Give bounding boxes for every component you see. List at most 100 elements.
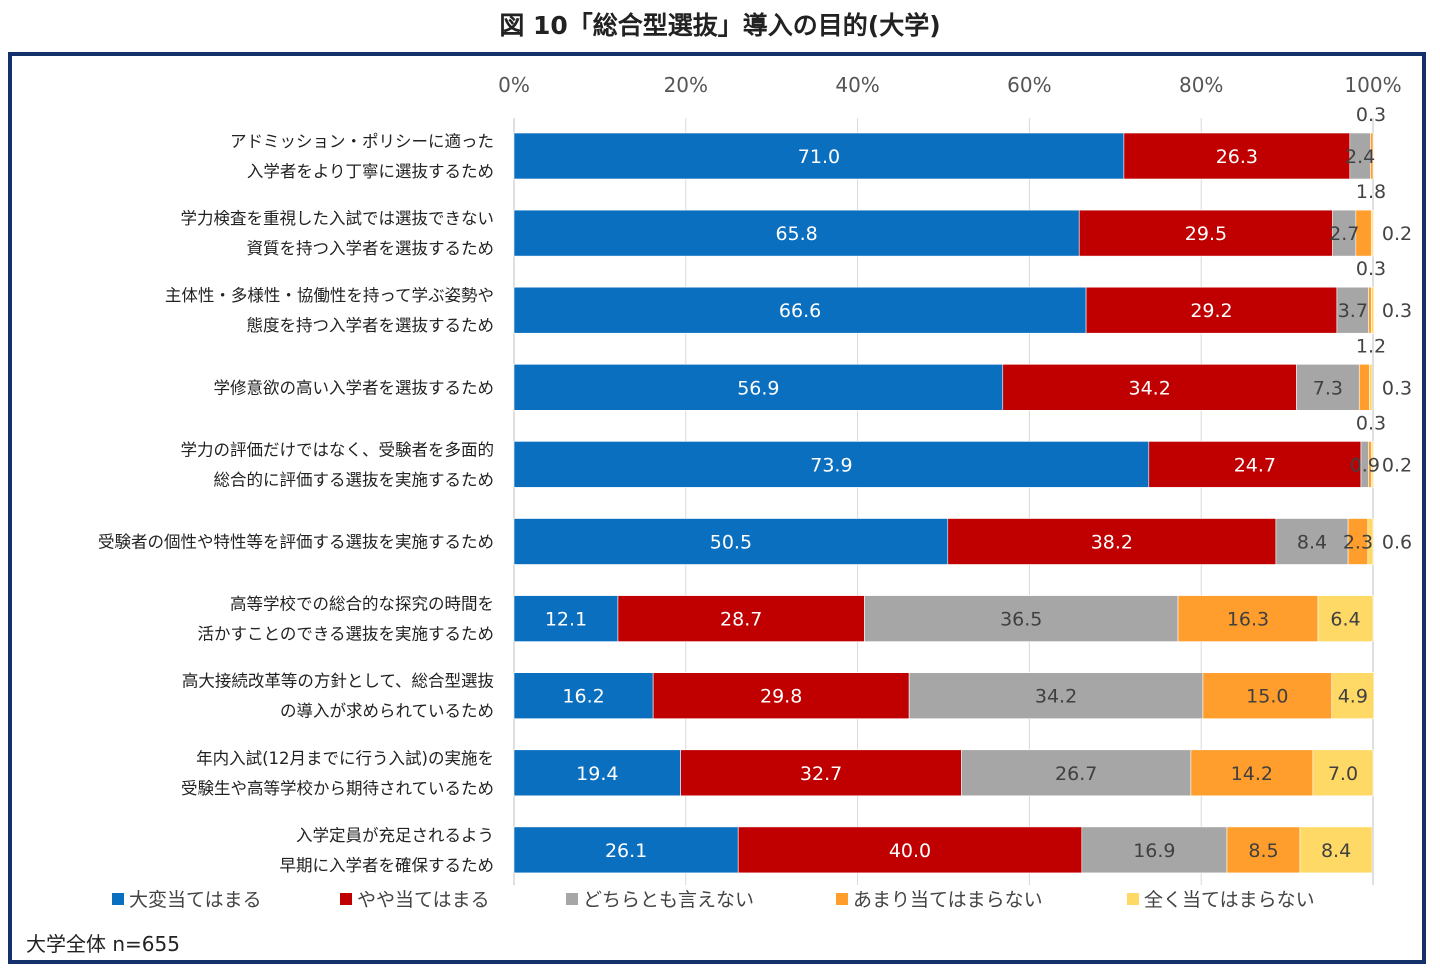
category-label: 高等学校での総合的な探究の時間を (230, 595, 494, 614)
data-label: 16.3 (1227, 609, 1269, 631)
legend-label: あまり当てはまらない (853, 889, 1043, 911)
data-label: 29.8 (760, 686, 802, 708)
bar-segment (1296, 363, 1360, 411)
data-label: 26.3 (1216, 146, 1258, 168)
data-label-right: 0.3 (1382, 377, 1412, 399)
bars (513, 132, 1375, 874)
data-label: 34.2 (1129, 377, 1171, 399)
data-label-right: 0.2 (1382, 223, 1412, 245)
data-label: 8.4 (1321, 840, 1351, 862)
x-tick-label: 20% (664, 73, 708, 97)
legend-swatch (566, 893, 578, 905)
data-label-right: 0.3 (1382, 300, 1412, 322)
data-label: 2.4 (1345, 146, 1375, 168)
data-label: 40.0 (889, 840, 931, 862)
category-label: 学修意欲の高い入学者を選抜するため (214, 378, 495, 397)
category-label: の導入が求められているため (280, 702, 494, 721)
x-tick-label: 80% (1179, 73, 1223, 97)
bar-segment (737, 826, 1083, 874)
bar-segment (1370, 441, 1374, 488)
category-label: 受験生や高等学校から期待されているため (181, 779, 494, 798)
bar-segment (1275, 518, 1349, 565)
category-label: 入学定員が充足されるよう (296, 826, 494, 845)
bar-segment (617, 595, 865, 642)
data-label: 29.5 (1185, 223, 1227, 245)
bar-segment (1123, 132, 1351, 180)
sample-size-note: 大学全体 n=655 (26, 932, 180, 956)
figure-title: 図 10「総合型選抜」導入の目的(大学) (499, 11, 941, 40)
legend: 大変当てはまる やや当てはまる どちらとも言えない あまり当てはまらない 全く当てはまら… (112, 889, 1315, 911)
data-label: 32.7 (800, 763, 842, 785)
bar-segment (1368, 286, 1372, 334)
data-label-above: 0.3 (1356, 104, 1386, 126)
category-label: 早期に入学者を確保するため (280, 856, 495, 875)
data-label: 34.2 (1035, 686, 1077, 708)
legend-label: やや当てはまる (357, 889, 490, 911)
bar-segment (513, 749, 681, 797)
data-label: 19.4 (576, 763, 618, 785)
data-label: 73.9 (810, 454, 852, 476)
category-label: 受験者の個性や特性等を評価する選抜を実施するため (98, 533, 494, 552)
data-label: 4.9 (1338, 686, 1368, 708)
data-label: 7.0 (1328, 763, 1358, 785)
data-label-above: 0.3 (1356, 412, 1386, 434)
data-label: 2.3 (1343, 532, 1373, 554)
bar-segment (513, 132, 1125, 180)
data-labels: 71.0 26.3 2.4 0.3 65.8 29.5 2.7 1.8 0.2 66.6 29.2 3… (545, 104, 1412, 862)
bar-segment (513, 595, 619, 642)
legend-swatch (340, 893, 352, 905)
bar-segment (961, 749, 1192, 797)
data-label: 8.4 (1297, 532, 1327, 554)
category-label: 活かすことのできる選抜を実施するため (197, 625, 494, 644)
bar-segment (1370, 209, 1374, 257)
category-label: 態度を持つ入学者を選抜するため (247, 316, 495, 335)
data-label: 71.0 (798, 146, 840, 168)
data-label: 8.5 (1248, 840, 1278, 862)
bar-segment (1367, 518, 1374, 565)
data-label-above: 1.2 (1356, 335, 1386, 357)
bar-segment (1002, 363, 1297, 411)
bar-segment (513, 209, 1080, 257)
x-axis-ticks: 0% 20% 40% 60% 80% 100% (498, 73, 1401, 97)
bar-segment (1369, 363, 1373, 411)
data-label: 16.9 (1133, 840, 1175, 862)
data-label: 29.2 (1190, 300, 1232, 322)
chart-frame (8, 52, 1426, 964)
data-label: 3.7 (1338, 300, 1368, 322)
data-label-right: 0.6 (1382, 532, 1412, 554)
legend-swatch (112, 893, 124, 905)
bar-segment (947, 518, 1277, 565)
bar-segment (1312, 749, 1374, 797)
bar-segment (513, 363, 1004, 411)
data-label: 0.9 (1350, 454, 1380, 476)
bar-segment (513, 518, 949, 565)
legend-label: 大変当てはまる (129, 889, 262, 911)
bar-segment (1085, 286, 1338, 334)
category-label: 高大接続改革等の方針として、総合型選抜 (182, 672, 494, 691)
category-label: 資質を持つ入学者を選抜するため (247, 239, 495, 258)
data-label: 15.0 (1246, 686, 1288, 708)
data-label: 14.2 (1231, 763, 1273, 785)
x-tick-label: 100% (1344, 73, 1401, 97)
x-tick-label: 40% (835, 73, 879, 97)
category-label: 入学者をより丁寧に選抜するため (247, 162, 494, 181)
legend-swatch (1127, 893, 1139, 905)
data-label: 65.8 (775, 223, 817, 245)
bar-segment (1190, 749, 1314, 797)
category-label: 学力の評価だけではなく、受験者を多面的 (181, 440, 495, 459)
data-label-above: 1.8 (1356, 181, 1386, 203)
bar-segment (680, 749, 962, 797)
bar-segment (1299, 826, 1373, 874)
data-label-above: 0.3 (1356, 258, 1386, 280)
data-label: 56.9 (737, 377, 779, 399)
bar-segment (1317, 595, 1374, 642)
bar-segment (1370, 286, 1375, 334)
data-label: 24.7 (1234, 454, 1276, 476)
category-label: 主体性・多様性・協働性を持って学ぶ姿勢や (165, 286, 494, 305)
data-label: 6.4 (1330, 609, 1360, 631)
bar-segment (1358, 363, 1370, 411)
bar-segment (513, 286, 1087, 334)
data-label: 16.2 (562, 686, 604, 708)
data-label: 26.7 (1055, 763, 1097, 785)
